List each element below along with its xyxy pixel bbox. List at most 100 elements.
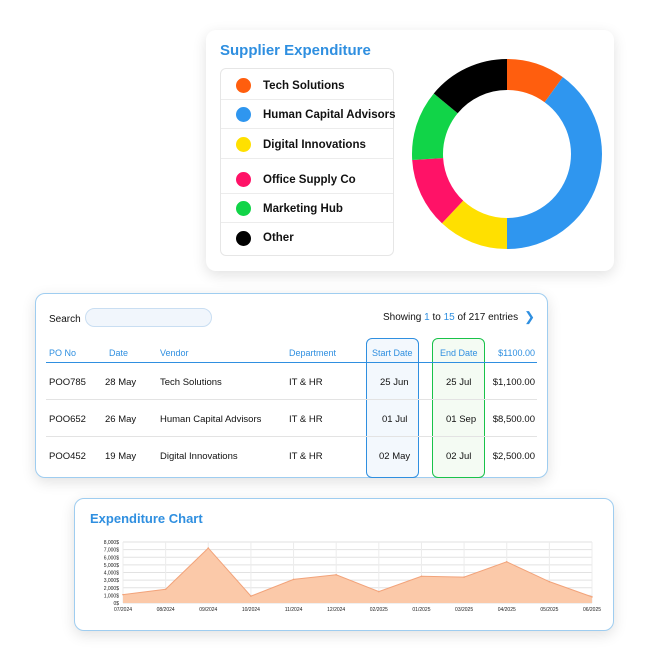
legend-item: Other bbox=[221, 224, 393, 252]
start-date-column-highlight bbox=[366, 338, 419, 478]
data-point bbox=[335, 573, 337, 576]
legend-color-swatch bbox=[236, 78, 251, 93]
donut-slice[interactable] bbox=[507, 77, 602, 249]
x-tick-label: 08/2024 bbox=[157, 607, 175, 613]
x-tick-label: 06/2025 bbox=[583, 607, 601, 613]
y-tick-label: 6,000$ bbox=[104, 555, 120, 561]
cell-department: IT & HR bbox=[289, 451, 323, 462]
data-point bbox=[591, 596, 593, 598]
cell-vendor: Human Capital Advisors bbox=[160, 414, 262, 425]
end-date-column-highlight bbox=[432, 338, 485, 478]
x-tick-label: 12/2024 bbox=[327, 607, 345, 613]
header-amount[interactable]: $1100.00 bbox=[498, 348, 535, 358]
y-tick-label: 8,000$ bbox=[104, 540, 120, 546]
x-tick-label: 01/2025 bbox=[412, 607, 430, 613]
donut-slice[interactable] bbox=[412, 93, 458, 160]
data-point bbox=[463, 576, 465, 578]
data-point bbox=[207, 547, 210, 549]
x-tick-label: 11/2024 bbox=[285, 607, 303, 613]
row-divider bbox=[46, 436, 537, 437]
data-point bbox=[164, 588, 167, 591]
expenditure-chart-card: Expenditure Chart 0$ 1,000$ 2,000$ 3,000$ 4,… bbox=[74, 498, 614, 631]
cell-po-no: POO652 bbox=[49, 414, 86, 425]
donut-slice[interactable] bbox=[441, 200, 507, 249]
cell-po-no: POO452 bbox=[49, 451, 86, 462]
cell-amount: $1,100.00 bbox=[492, 377, 535, 388]
data-point bbox=[122, 593, 124, 596]
series-line bbox=[122, 547, 593, 598]
pager-suffix: of 217 entries bbox=[457, 311, 519, 323]
y-tick-label: 7,000$ bbox=[104, 548, 120, 554]
legend-item: Marketing Hub bbox=[221, 195, 393, 223]
legend-item: Office Supply Co bbox=[221, 166, 393, 194]
legend-label: Marketing Hub bbox=[263, 202, 343, 215]
donut-slice[interactable] bbox=[507, 59, 563, 103]
legend-label: Tech Solutions bbox=[263, 79, 345, 92]
header-start-date[interactable]: Start Date bbox=[372, 348, 413, 358]
y-tick-label: 2,000$ bbox=[104, 586, 120, 592]
cell-amount: $2,500.00 bbox=[492, 451, 535, 462]
donut-slice[interactable] bbox=[412, 158, 464, 224]
cell-amount: $8,500.00 bbox=[492, 414, 535, 425]
legend-label: Human Capital Advisors bbox=[263, 108, 396, 121]
expenditure-area-chart: 0$ 1,000$2,000$ 3,000$4,000$ 5,000$ 6,000$7,… bbox=[104, 540, 602, 613]
legend-item: Human Capital Advisors bbox=[221, 101, 396, 129]
area-fill bbox=[123, 548, 592, 603]
pager-prefix: Showing bbox=[382, 311, 422, 323]
donut-slice[interactable] bbox=[433, 59, 507, 114]
header-end-date[interactable]: End Date bbox=[440, 348, 478, 358]
x-tick-label: 09/2024 bbox=[199, 607, 217, 613]
cell-vendor: Tech Solutions bbox=[160, 377, 222, 388]
cell-start-date: 25 Jun bbox=[380, 377, 409, 388]
x-tick-label: 03/2025 bbox=[455, 607, 473, 613]
legend-item: Tech Solutions bbox=[221, 72, 393, 100]
y-tick-label: 1,000$ bbox=[104, 593, 120, 599]
expenditure-chart-title: Expenditure Chart bbox=[90, 511, 203, 526]
search-input[interactable] bbox=[85, 308, 212, 327]
data-point bbox=[292, 578, 295, 581]
data-point bbox=[548, 580, 551, 583]
cell-po-no: POO785 bbox=[49, 377, 86, 388]
legend-label: Office Supply Co bbox=[263, 173, 356, 186]
data-point bbox=[250, 595, 252, 597]
cell-vendor: Digital Innovations bbox=[160, 451, 238, 462]
legend-label: Other bbox=[263, 232, 294, 244]
y-tick-label: 5,000$ bbox=[104, 563, 120, 569]
purchase-orders-table-card: Search Showing 1 to 15 of 217 entries ❯ … bbox=[35, 293, 548, 478]
supplier-expenditure-card: Supplier Expenditure Tech Solutions Human… bbox=[206, 30, 614, 271]
header-po-no[interactable]: PO No bbox=[49, 348, 77, 358]
chevron-right-icon[interactable]: ❯ bbox=[524, 309, 535, 324]
supplier-legend: Tech Solutions Human Capital Advisors Digi… bbox=[220, 68, 396, 256]
x-tick-label: 04/2025 bbox=[498, 607, 516, 613]
search-label: Search bbox=[49, 314, 81, 325]
cell-date: 19 May bbox=[105, 451, 137, 462]
legend-color-swatch bbox=[236, 201, 251, 216]
data-point bbox=[420, 575, 423, 578]
y-tick-label: 4,000$ bbox=[104, 571, 120, 577]
y-tick-label: 3,000$ bbox=[104, 578, 120, 584]
header-department[interactable]: Department bbox=[289, 348, 337, 358]
pager-to-word: to bbox=[432, 311, 441, 323]
y-tick-label: 0$ bbox=[113, 601, 119, 607]
pager-from: 1 bbox=[424, 311, 430, 323]
x-tick-label: 07/2024 bbox=[114, 607, 132, 613]
data-point bbox=[505, 561, 508, 563]
x-tick-label: 10/2024 bbox=[242, 607, 260, 613]
legend-label: Digital Innovations bbox=[263, 138, 366, 151]
header-date[interactable]: Date bbox=[109, 348, 129, 358]
legend-color-swatch bbox=[236, 107, 251, 122]
data-point bbox=[378, 590, 380, 593]
row-divider bbox=[46, 399, 537, 400]
cell-end-date: 02 Jul bbox=[446, 451, 472, 462]
x-tick-label: 05/2025 bbox=[540, 607, 558, 613]
cell-start-date: 01 Jul bbox=[382, 414, 408, 425]
cell-date: 28 May bbox=[105, 377, 137, 388]
cell-end-date: 25 Jul bbox=[446, 377, 472, 388]
cell-end-date: 01 Sep bbox=[446, 414, 477, 425]
cell-date: 26 May bbox=[105, 414, 137, 425]
legend-color-swatch bbox=[236, 172, 251, 187]
header-vendor[interactable]: Vendor bbox=[160, 348, 189, 358]
header-divider bbox=[46, 362, 537, 363]
pagination-info: Showing 1 to 15 of 217 entries ❯ bbox=[383, 309, 535, 325]
legend-color-swatch bbox=[236, 137, 251, 152]
